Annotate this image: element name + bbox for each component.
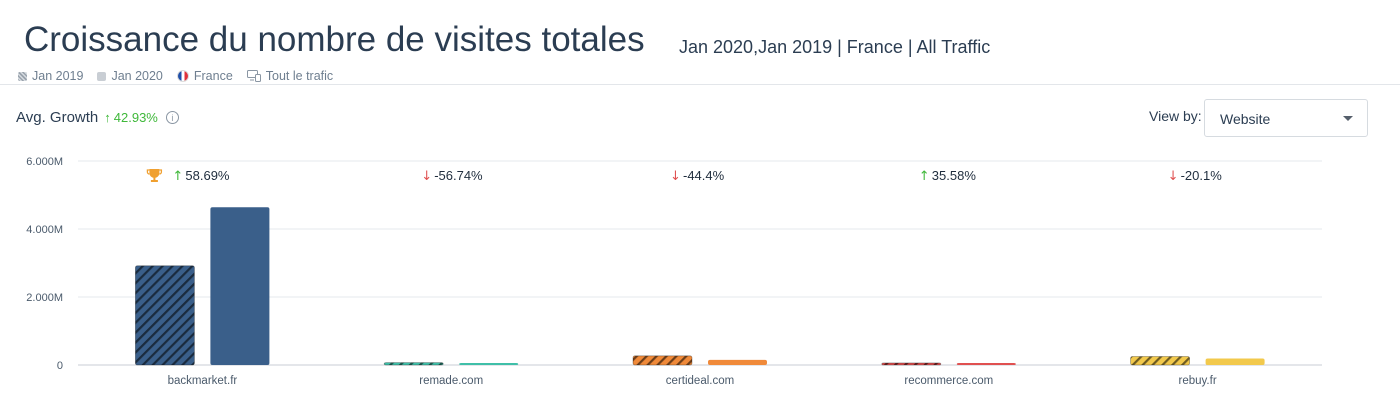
y-tick-label: 2.000M <box>26 292 63 304</box>
filter-traffic[interactable]: Tout le trafic <box>246 69 334 83</box>
y-tick-label: 0 <box>57 360 63 372</box>
bar-remade-com-jan-2020[interactable] <box>459 363 519 365</box>
avg-growth-value: ↑ 42.93% <box>104 110 158 125</box>
growth-label: ↑ 58.69% <box>146 168 230 184</box>
avg-growth-number: 42.93% <box>113 110 158 125</box>
down-arrow-icon: ↓ <box>421 169 432 184</box>
filter-period-1[interactable]: Jan 2019 <box>18 69 83 83</box>
bar-certideal-com-jan-2019[interactable] <box>632 355 693 366</box>
chart-grid <box>78 160 1322 366</box>
view-by-label: View by: <box>1149 108 1202 124</box>
chart-header: Croissance du nombre de visites totales … <box>0 0 1400 85</box>
filter-traffic-label: Tout le trafic <box>265 69 334 83</box>
avg-growth-label: Avg. Growth <box>16 109 99 126</box>
bar-recommerce-com-jan-2019[interactable] <box>881 362 942 366</box>
growth-label: ↓ -20.1% <box>1168 168 1223 184</box>
bar-certideal-com-jan-2020[interactable] <box>708 359 767 365</box>
y-tick-label: 6.000M <box>26 156 63 168</box>
down-arrow-icon: ↓ <box>670 169 681 184</box>
view-by-select[interactable]: Website <box>1204 99 1368 137</box>
bar-recommerce-com-jan-2020[interactable] <box>956 363 1016 365</box>
trophy-icon <box>146 169 163 182</box>
info-icon[interactable]: i <box>165 111 179 124</box>
x-tick-label: backmarket.fr <box>168 375 238 387</box>
filter-period-2[interactable]: Jan 2020 <box>97 69 163 83</box>
filter-period-2-label: Jan 2020 <box>111 69 163 83</box>
bar-rebuy-fr-jan-2020[interactable] <box>1205 358 1265 365</box>
growth-value: -44.4% <box>683 168 725 183</box>
bar-rebuy-fr-jan-2019[interactable] <box>1130 356 1190 366</box>
growth-label: ↓ -56.74% <box>421 168 483 184</box>
solid-swatch-icon <box>97 71 107 81</box>
bar-backmarket-fr-jan-2020[interactable] <box>210 207 270 365</box>
y-tick-label: 4.000M <box>26 224 63 236</box>
hatched-swatch-icon <box>18 71 27 81</box>
avg-growth: Avg. Growth ↑ 42.93% i <box>16 109 179 126</box>
chevron-down-icon <box>1343 116 1353 121</box>
growth-value: 58.69% <box>185 168 230 183</box>
chart-bars <box>134 207 1265 366</box>
view-by-selected: Website <box>1220 111 1271 127</box>
chart-subtitle: Jan 2020,Jan 2019 | France | All Traffic <box>679 37 991 57</box>
growth-value: 35.58% <box>932 168 977 183</box>
france-flag-icon <box>176 70 189 82</box>
up-arrow-icon: ↑ <box>172 169 183 184</box>
growth-value: -56.74% <box>434 168 483 183</box>
bar-remade-com-jan-2019[interactable] <box>383 362 444 366</box>
up-arrow-icon: ↑ <box>104 110 111 125</box>
growth-value: -20.1% <box>1181 168 1223 183</box>
bar-backmarket-fr-jan-2019[interactable] <box>134 265 195 366</box>
up-arrow-icon: ↑ <box>919 169 930 184</box>
filter-country[interactable]: France <box>176 69 233 83</box>
growth-label: ↑ 35.58% <box>919 168 977 184</box>
filter-period-1-label: Jan 2019 <box>32 69 84 83</box>
x-tick-label: certideal.com <box>666 375 734 387</box>
down-arrow-icon: ↓ <box>1168 169 1179 184</box>
x-tick-label: remade.com <box>419 375 483 387</box>
devices-icon <box>246 70 261 82</box>
page-title: Croissance du nombre de visites totales <box>24 20 645 59</box>
growth-label: ↓ -44.4% <box>670 168 725 184</box>
filter-bar: Jan 2019 Jan 2020 France Tout le trafic <box>18 69 347 83</box>
x-tick-label: recommerce.com <box>904 375 993 387</box>
filter-country-label: France <box>193 69 233 83</box>
x-tick-label: rebuy.fr <box>1179 375 1217 387</box>
